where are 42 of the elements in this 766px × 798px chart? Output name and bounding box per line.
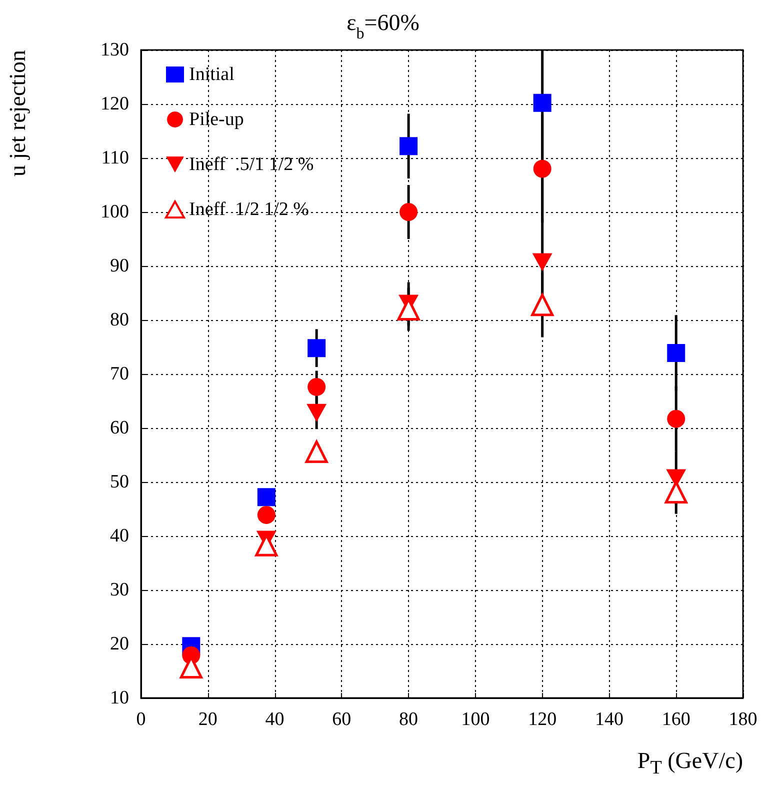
x-tick-label: 100	[461, 709, 490, 730]
x-tick-label: 40	[265, 709, 284, 730]
y-tick-label: 40	[110, 526, 129, 546]
x-tick-label: 180	[728, 709, 758, 730]
x-axis-title: P$_{T}$ (GeV/c)	[637, 748, 743, 780]
point	[306, 404, 327, 422]
y-tick-label: 90	[110, 256, 129, 276]
point	[305, 440, 328, 464]
legend-label: Pile-up	[189, 109, 244, 130]
y-tick-label: 110	[101, 148, 129, 168]
x-tick-label: 120	[528, 709, 557, 730]
point	[667, 410, 686, 428]
point	[257, 488, 276, 506]
y-tick-label: 30	[110, 580, 129, 600]
legend-label: Initial	[189, 64, 234, 85]
y-tick-label: 10	[110, 688, 129, 708]
point	[667, 344, 686, 362]
x-tick-label: 20	[198, 709, 218, 730]
x-tick-label: 0	[136, 709, 146, 730]
point	[532, 253, 552, 272]
x-tick-label: 140	[594, 709, 624, 730]
point	[308, 378, 326, 396]
point	[400, 137, 418, 156]
y-tick-label: 70	[110, 364, 129, 384]
point	[400, 203, 418, 221]
y-tick-label: 120	[100, 94, 129, 114]
point	[531, 294, 554, 316]
point	[308, 339, 326, 358]
y-tick-label: 100	[100, 202, 129, 222]
x-tick-label: 60	[332, 709, 352, 730]
y-tick-label: 130	[100, 40, 129, 60]
x-tick-label: 80	[399, 709, 418, 730]
x-tick-label: 160	[662, 709, 690, 730]
y-tick-label: 60	[110, 418, 129, 438]
y-tick-label: 80	[110, 310, 129, 330]
point	[533, 160, 552, 178]
point	[257, 506, 276, 524]
y-axis-title: u jet rejection	[5, 50, 30, 176]
y-tick-label: 50	[110, 472, 129, 492]
y-tick-label: 20	[110, 634, 129, 654]
point	[533, 94, 552, 112]
legend-label: Ineff .5/1 1/2 %	[189, 154, 314, 175]
